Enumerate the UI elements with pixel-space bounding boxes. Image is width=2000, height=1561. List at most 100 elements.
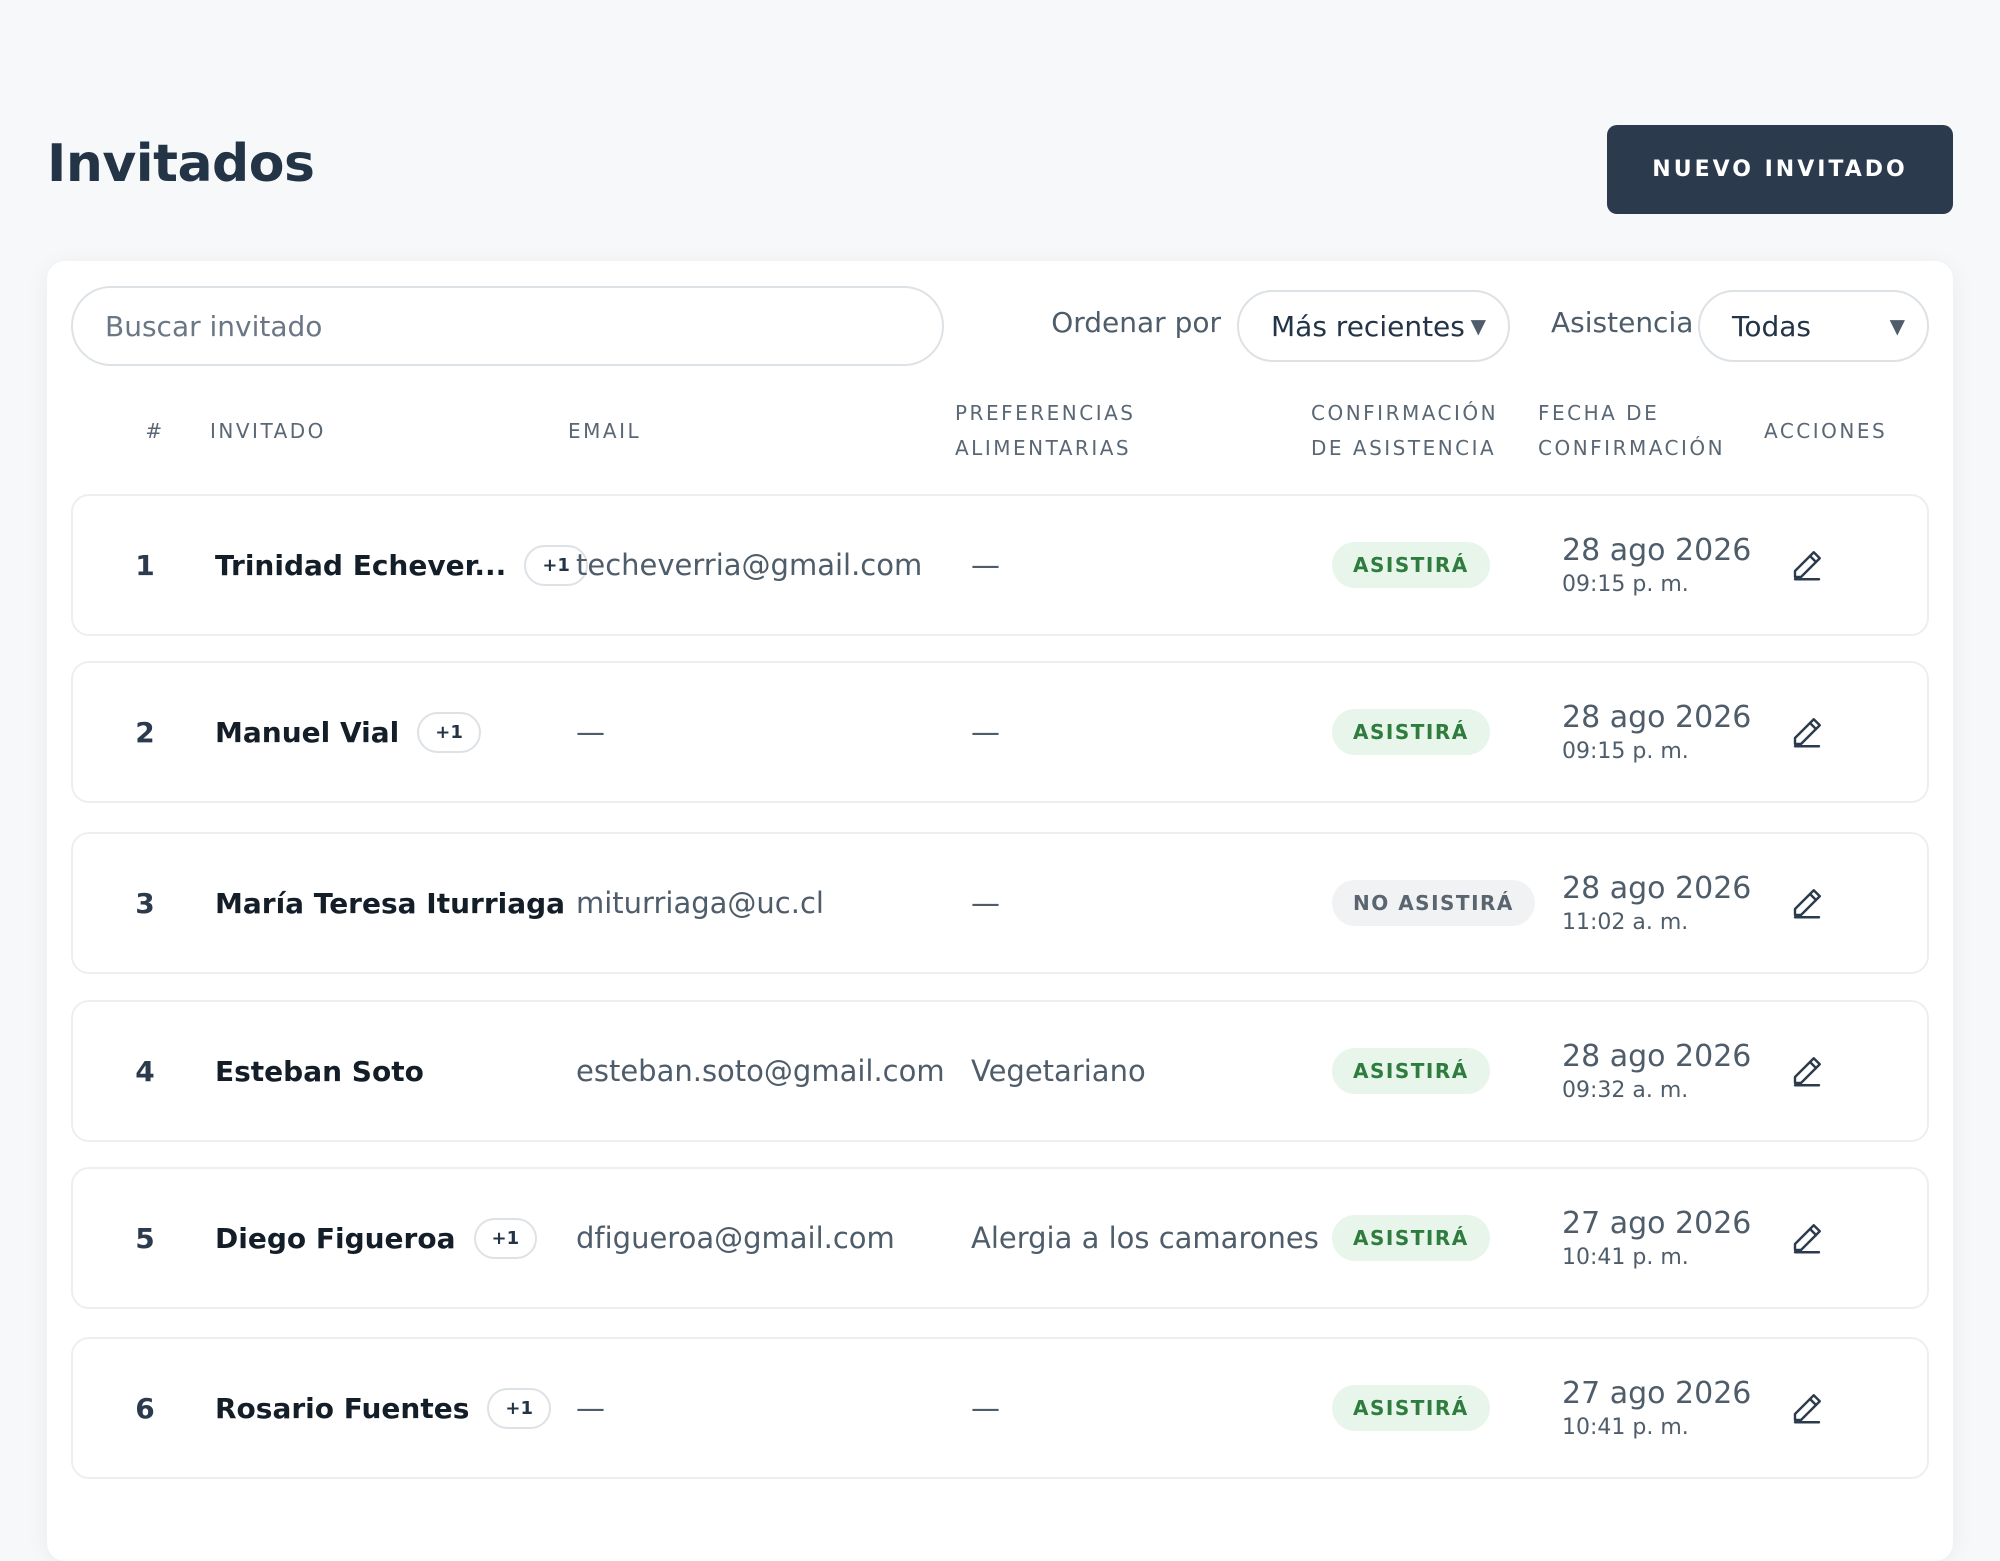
email: techeverria@gmail.com [576, 548, 923, 582]
cell: 28 ago 2026 09:32 a. m. [1562, 1002, 1751, 1140]
confirmation-time: 09:15 p. m. [1562, 739, 1689, 764]
new-guest-button[interactable]: NUEVO INVITADO [1607, 125, 1953, 214]
confirmation-time: 11:02 a. m. [1562, 910, 1689, 935]
search-input[interactable]: Buscar invitado [71, 286, 944, 366]
cell: Rosario Fuentes +1 [215, 1339, 551, 1477]
email: — [576, 715, 605, 749]
cell: Vegetariano [971, 1002, 1146, 1140]
row-number: 1 [135, 548, 155, 582]
sort-label: Ordenar por [1051, 306, 1221, 339]
confirmation-date: 27 ago 2026 [1562, 1376, 1752, 1411]
cell: 1 [123, 496, 167, 634]
cell: Manuel Vial +1 [215, 663, 481, 801]
cell: — [576, 663, 605, 801]
confirmation-date: 28 ago 2026 [1562, 871, 1752, 906]
column-header: EMAIL [568, 418, 642, 443]
cell [1789, 834, 1825, 972]
cell: ASISTIRÁ [1332, 1002, 1490, 1140]
status-badge: ASISTIRÁ [1332, 709, 1490, 755]
cell: miturriaga@uc.cl [576, 834, 824, 972]
email: dfigueroa@gmail.com [576, 1221, 895, 1255]
cell: 3 [123, 834, 167, 972]
cell [1789, 1339, 1825, 1477]
edit-icon[interactable] [1789, 885, 1825, 921]
plus-one-badge: +1 [417, 711, 481, 753]
edit-icon[interactable] [1789, 547, 1825, 583]
cell: 27 ago 2026 10:41 p. m. [1562, 1339, 1751, 1477]
sort-select[interactable]: Más recientes ▼ [1237, 290, 1510, 362]
edit-icon[interactable] [1789, 714, 1825, 750]
cell: dfigueroa@gmail.com [576, 1169, 895, 1307]
cell: María Teresa Iturriaga [215, 834, 565, 972]
cell: ASISTIRÁ [1332, 496, 1490, 634]
column-header: PREFERENCIAS ALIMENTARIAS [955, 401, 1136, 460]
confirmation-date: 28 ago 2026 [1562, 700, 1752, 735]
email: esteban.soto@gmail.com [576, 1054, 945, 1088]
row-number: 4 [135, 1054, 155, 1088]
cell [1789, 1169, 1825, 1307]
sort-value: Más recientes [1271, 309, 1465, 343]
column-header: FECHA DE CONFIRMACIÓN [1538, 401, 1726, 460]
preferences: — [971, 1391, 1000, 1425]
guest-row: 3 María Teresa Iturriaga miturriaga@uc.cl —… [71, 832, 1929, 974]
cell [1789, 496, 1825, 634]
confirmation-time: 09:32 a. m. [1562, 1078, 1689, 1103]
row-number: 6 [135, 1391, 155, 1425]
preferences: — [971, 715, 1000, 749]
status-badge: ASISTIRÁ [1332, 1385, 1490, 1431]
body: {"header": {"title": "Invitados", "butto… [47, 125, 1953, 1479]
cell: — [576, 1339, 605, 1477]
cell: ASISTIRÁ [1332, 663, 1490, 801]
row-number: 2 [135, 715, 155, 749]
cell: 5 [123, 1169, 167, 1307]
column-header: # [145, 418, 165, 443]
guest-row: 5 Diego Figueroa +1 dfigueroa@gmail.com Aler… [71, 1167, 1929, 1309]
preferences: Alergia a los camarones [971, 1221, 1319, 1255]
filter-value: Todas [1732, 309, 1811, 343]
status-badge: ASISTIRÁ [1332, 1048, 1490, 1094]
email: — [576, 1391, 605, 1425]
confirmation-time: 10:41 p. m. [1562, 1415, 1689, 1440]
dropdown-arrow: ▼ [1470, 314, 1486, 338]
confirmation-time: 10:41 p. m. [1562, 1245, 1689, 1270]
cell: NO ASISTIRÁ [1332, 834, 1535, 972]
edit-icon[interactable] [1789, 1053, 1825, 1089]
page-title: Invitados [47, 134, 315, 194]
cell: 28 ago 2026 09:15 p. m. [1562, 663, 1751, 801]
edit-icon[interactable] [1789, 1390, 1825, 1426]
guest-name: María Teresa Iturriaga [215, 886, 566, 920]
confirmation-date: 28 ago 2026 [1562, 533, 1752, 568]
confirmation-time: 09:15 p. m. [1562, 572, 1689, 597]
status-badge: ASISTIRÁ [1332, 542, 1490, 588]
cell: Trinidad Echever... +1 [215, 496, 588, 634]
row-number: 5 [135, 1221, 155, 1255]
cell: Diego Figueroa +1 [215, 1169, 538, 1307]
status-badge: ASISTIRÁ [1332, 1215, 1490, 1261]
plus-one-badge: +1 [524, 544, 588, 586]
guest-row: 1 Trinidad Echever... +1 techeverria@gmail.… [71, 494, 1929, 636]
cell: techeverria@gmail.com [576, 496, 922, 634]
filter-label: Asistencia [1551, 306, 1694, 339]
cell [1789, 663, 1825, 801]
edit-icon[interactable] [1789, 1220, 1825, 1256]
cell [1789, 1002, 1825, 1140]
guest-row: 4 Esteban Soto esteban.soto@gmail.com Veget… [71, 1000, 1929, 1142]
confirmation-date: 28 ago 2026 [1562, 1039, 1752, 1074]
guest-row: 6 Rosario Fuentes +1 — — ASISTIRÁ 27 ago 2026 1… [71, 1337, 1929, 1479]
page: Invitados html, body { margin: 0; paddin… [47, 125, 1953, 1479]
cell: esteban.soto@gmail.com [576, 1002, 945, 1140]
guest-name: Esteban Soto [215, 1054, 424, 1088]
cell: 28 ago 2026 11:02 a. m. [1562, 834, 1751, 972]
cell: 6 [123, 1339, 167, 1477]
cell: ASISTIRÁ [1332, 1339, 1490, 1477]
filter-select[interactable]: Todas ▼ [1698, 290, 1929, 362]
guest-name: Trinidad Echever... [215, 548, 507, 582]
cell: 2 [123, 663, 167, 801]
plus-one-badge: +1 [487, 1387, 551, 1429]
cell: — [971, 663, 1000, 801]
column-header: ACCIONES [1764, 418, 1888, 443]
preferences: Vegetariano [971, 1054, 1146, 1088]
cell: Alergia a los camarones [971, 1169, 1319, 1307]
cell: — [971, 496, 1000, 634]
cell: ASISTIRÁ [1332, 1169, 1490, 1307]
